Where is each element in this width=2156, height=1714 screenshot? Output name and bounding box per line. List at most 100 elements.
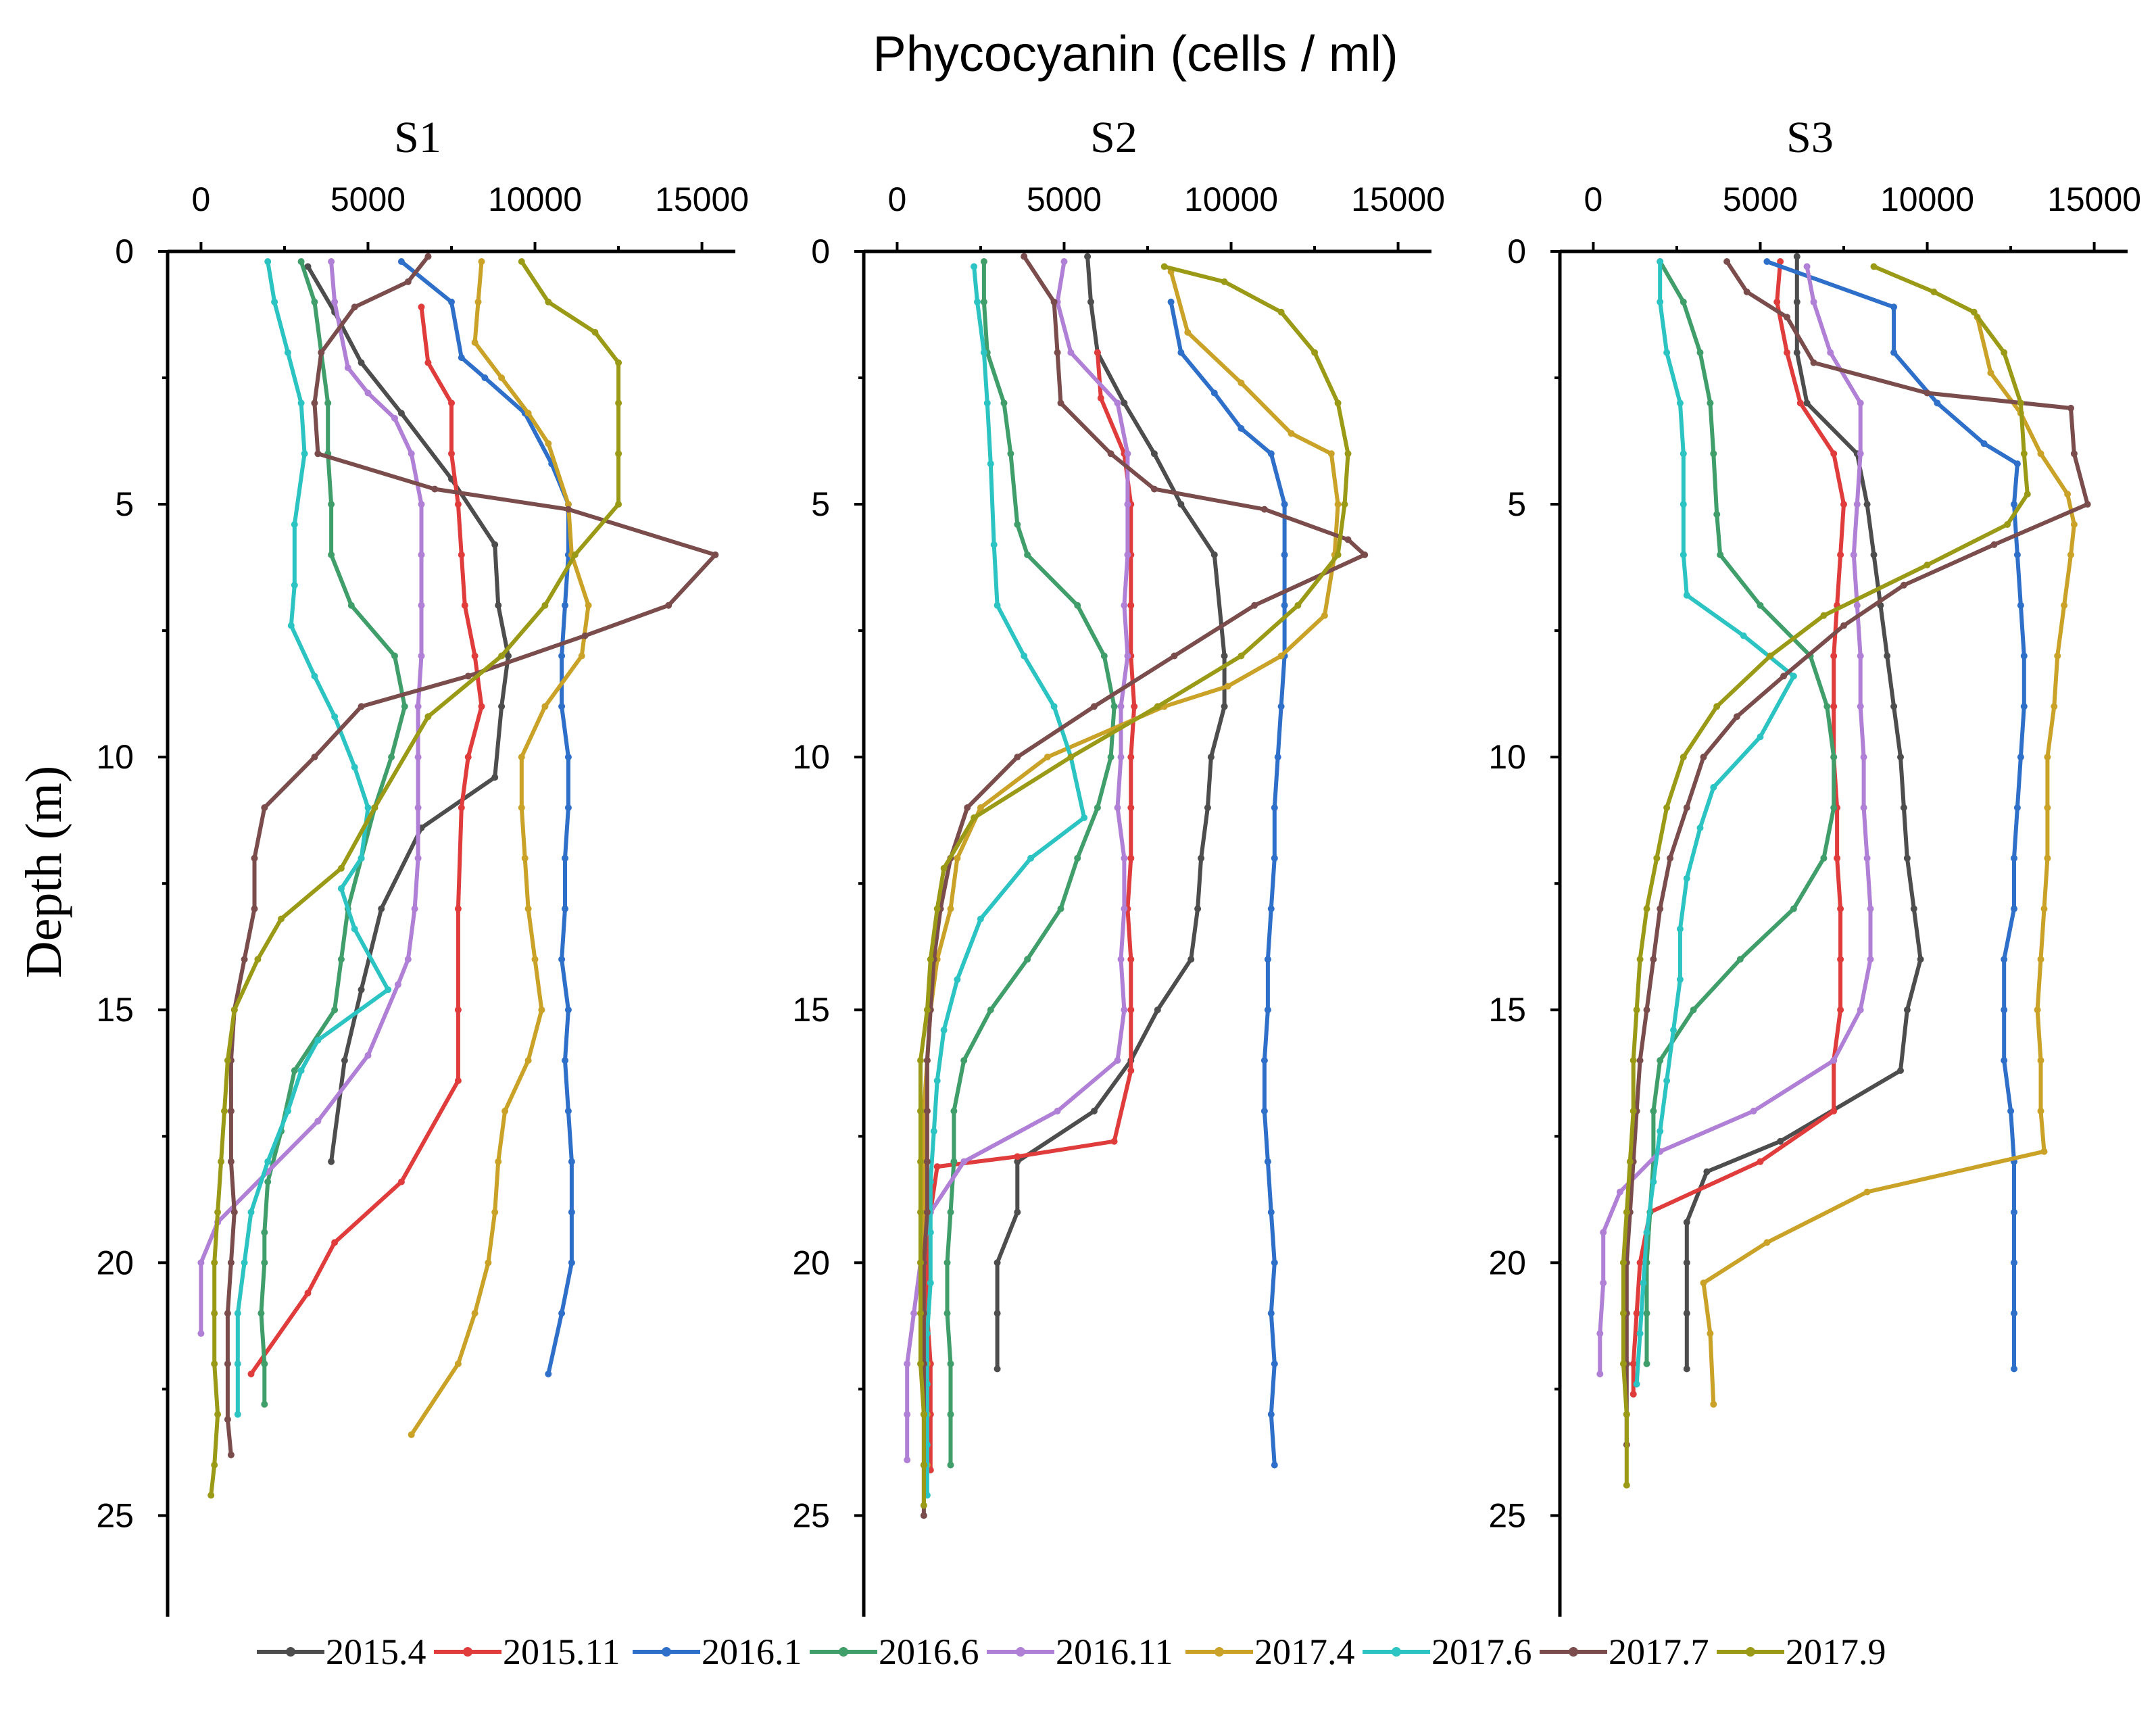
data-point — [1790, 905, 1797, 912]
data-point — [1657, 258, 1664, 265]
data-point — [297, 258, 305, 265]
data-point — [224, 1310, 231, 1317]
data-point — [531, 956, 539, 963]
data-point — [448, 399, 455, 407]
data-point — [227, 1107, 235, 1115]
data-point — [271, 298, 278, 305]
data-point — [1653, 854, 1661, 862]
data-point — [1740, 632, 1747, 639]
data-point — [1107, 754, 1114, 761]
data-point — [337, 956, 345, 963]
data-point — [950, 1107, 958, 1115]
data-point — [1127, 854, 1135, 862]
data-point — [1763, 1239, 1771, 1246]
data-point — [418, 652, 425, 660]
data-point — [1204, 804, 1211, 811]
data-point — [481, 374, 489, 381]
data-point — [418, 602, 425, 609]
data-point — [2013, 804, 2021, 811]
data-point — [1121, 602, 1128, 609]
data-point — [1619, 1310, 1627, 1317]
data-point — [261, 1400, 268, 1408]
series-line — [995, 256, 1227, 1369]
data-point — [1676, 399, 1684, 407]
data-point — [568, 1208, 575, 1216]
data-point — [311, 298, 318, 305]
data-point — [1623, 1482, 1630, 1489]
data-point — [1267, 1411, 1275, 1418]
data-point — [1870, 263, 1878, 270]
data-point — [1127, 1067, 1135, 1074]
data-point — [230, 1208, 238, 1216]
data-point — [431, 485, 439, 493]
data-point — [971, 263, 978, 270]
data-point — [920, 1461, 927, 1469]
data-point — [994, 1310, 1001, 1317]
data-point — [1007, 450, 1014, 458]
data-point — [364, 1052, 372, 1059]
data-point — [485, 1259, 492, 1267]
data-point — [524, 1057, 532, 1064]
data-point — [1636, 1330, 1644, 1337]
data-point — [311, 754, 318, 761]
data-point — [980, 298, 987, 305]
data-point — [1127, 754, 1135, 761]
y-tick-label: 20 — [1488, 1244, 1526, 1281]
data-point — [1890, 349, 1898, 356]
data-point — [1154, 703, 1161, 710]
data-point — [211, 1259, 218, 1267]
data-point — [1238, 379, 1245, 387]
data-point — [2011, 1208, 2017, 1216]
data-point — [1184, 328, 1192, 336]
data-point — [1021, 253, 1028, 260]
data-point — [284, 349, 291, 356]
data-point — [318, 349, 325, 356]
data-point — [980, 349, 987, 356]
data-point — [1830, 450, 1838, 458]
series-line — [1598, 266, 1873, 1374]
data-point — [2054, 652, 2061, 660]
data-point — [2020, 652, 2028, 660]
series-line — [199, 261, 424, 1333]
data-point — [2011, 1310, 2017, 1317]
data-point — [1700, 754, 1707, 761]
data-point — [1121, 399, 1128, 407]
data-point — [1251, 602, 1258, 609]
data-point — [1676, 976, 1684, 983]
data-point — [1970, 308, 1978, 316]
data-point — [2070, 450, 2078, 458]
data-point — [923, 1208, 931, 1216]
data-point — [1683, 1310, 1690, 1317]
data-point — [2051, 703, 2058, 710]
data-point — [1784, 314, 1790, 321]
data-point — [1900, 581, 1907, 589]
data-point — [1790, 672, 1797, 680]
data-point — [471, 1310, 479, 1317]
data-point — [1643, 1310, 1650, 1317]
data-point — [1917, 956, 1924, 963]
data-point — [987, 460, 994, 468]
data-point — [524, 410, 532, 417]
data-point — [1884, 652, 1891, 660]
data-point — [404, 956, 412, 963]
data-point — [2001, 1057, 2008, 1064]
data-point — [923, 1057, 931, 1064]
y-tick-label: 5 — [115, 485, 134, 523]
data-point — [1777, 1137, 1784, 1145]
data-point — [1021, 652, 1028, 660]
data-point — [1097, 395, 1104, 401]
data-point — [498, 374, 506, 381]
data-point — [994, 602, 1001, 609]
data-point — [498, 652, 506, 660]
data-point — [2011, 1259, 2017, 1267]
data-point — [1696, 824, 1704, 831]
data-point — [1187, 956, 1195, 963]
data-point — [1067, 754, 1075, 761]
x-tick-label: 10000 — [1880, 180, 1974, 218]
data-point — [1177, 349, 1185, 356]
data-point — [1167, 298, 1175, 305]
legend-marker — [839, 1647, 848, 1657]
series-2017-9 — [917, 263, 1352, 1509]
data-point — [994, 1365, 1001, 1373]
data-point — [1857, 399, 1864, 407]
